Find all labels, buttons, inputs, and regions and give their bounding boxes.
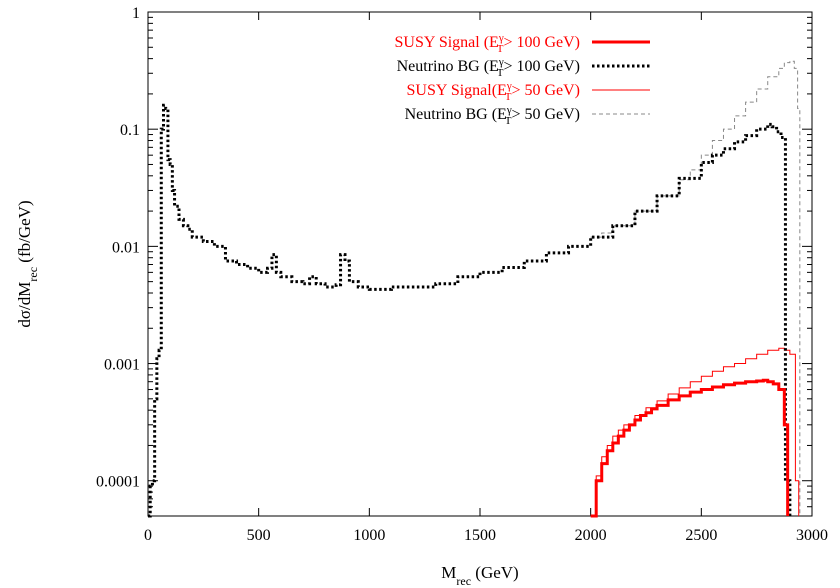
legend-label-rest: > 100 GeV) (503, 58, 580, 75)
legend-label-sup: γ (498, 56, 504, 68)
y-axis-title-unit: (fb/GeV) (15, 200, 34, 267)
legend-label-rest: > 50 GeV) (511, 82, 580, 99)
x-axis-title-unit: (GeV) (471, 563, 519, 582)
legend-label-sup: γ (506, 80, 512, 92)
series-line-4 (590, 60, 801, 516)
y-tick-label: 0.01 (112, 239, 140, 256)
legend-label-1: SUSY Signal (Eγ T> 100 GeV) (395, 32, 580, 55)
x-axis-title: Mrec (GeV) (441, 563, 518, 588)
x-tick-label: 0 (144, 527, 152, 544)
x-tick-label: 2500 (685, 527, 717, 544)
legend-label-main: SUSY Signal (E (395, 34, 499, 51)
legend-label-main: SUSY Signal(E (407, 82, 507, 99)
x-axis-title-sub: rec (456, 574, 471, 588)
y-axis-title-main: dσ/dM (15, 282, 34, 328)
x-tick-label: 2000 (575, 527, 607, 544)
x-axis: 0 500 1000 1500 2000 2500 3000 (144, 12, 828, 544)
series-line-3 (590, 347, 800, 517)
y-tick-label: 0.0001 (96, 474, 140, 491)
y-tick-label: 0.1 (120, 122, 140, 139)
x-tick-label: 3000 (796, 527, 828, 544)
y-tick-label: 0.001 (104, 357, 140, 374)
series-line-2 (148, 103, 792, 518)
legend-label-sup: γ (498, 32, 504, 44)
y-axis: 1 0.1 0.01 0.001 0.0001 (96, 5, 812, 517)
legend-label-sub: T (505, 91, 512, 103)
legend-label-main: Neutrino BG (E (405, 106, 507, 123)
legend-label-4: Neutrino BG (Eγ T> 50 GeV) (405, 104, 580, 127)
legend-label-rest: > 50 GeV) (511, 106, 580, 123)
legend-label-sub: T (497, 43, 504, 55)
x-tick-label: 1000 (353, 527, 385, 544)
legend: SUSY Signal (Eγ T> 100 GeV)Neutrino BG (E… (395, 32, 650, 127)
y-axis-title: dσ/dMrec (fb/GeV) (15, 200, 40, 327)
x-tick-label: 500 (247, 527, 271, 544)
legend-label-sub: T (505, 115, 512, 127)
legend-label-main: Neutrino BG (E (397, 58, 499, 75)
x-axis-title-main: M (441, 563, 456, 582)
series-line-1 (590, 378, 790, 518)
y-tick-label: 1 (132, 5, 140, 22)
y-axis-title-sub: rec (26, 267, 40, 282)
x-tick-label: 1500 (464, 527, 496, 544)
legend-label-sub: T (497, 67, 504, 79)
legend-label-2: Neutrino BG (Eγ T> 100 GeV) (397, 56, 580, 79)
series-layer (148, 60, 801, 518)
legend-label-3: SUSY Signal(Eγ T> 50 GeV) (407, 80, 580, 103)
legend-label-sup: γ (506, 104, 512, 116)
legend-label-rest: > 100 GeV) (503, 34, 580, 51)
